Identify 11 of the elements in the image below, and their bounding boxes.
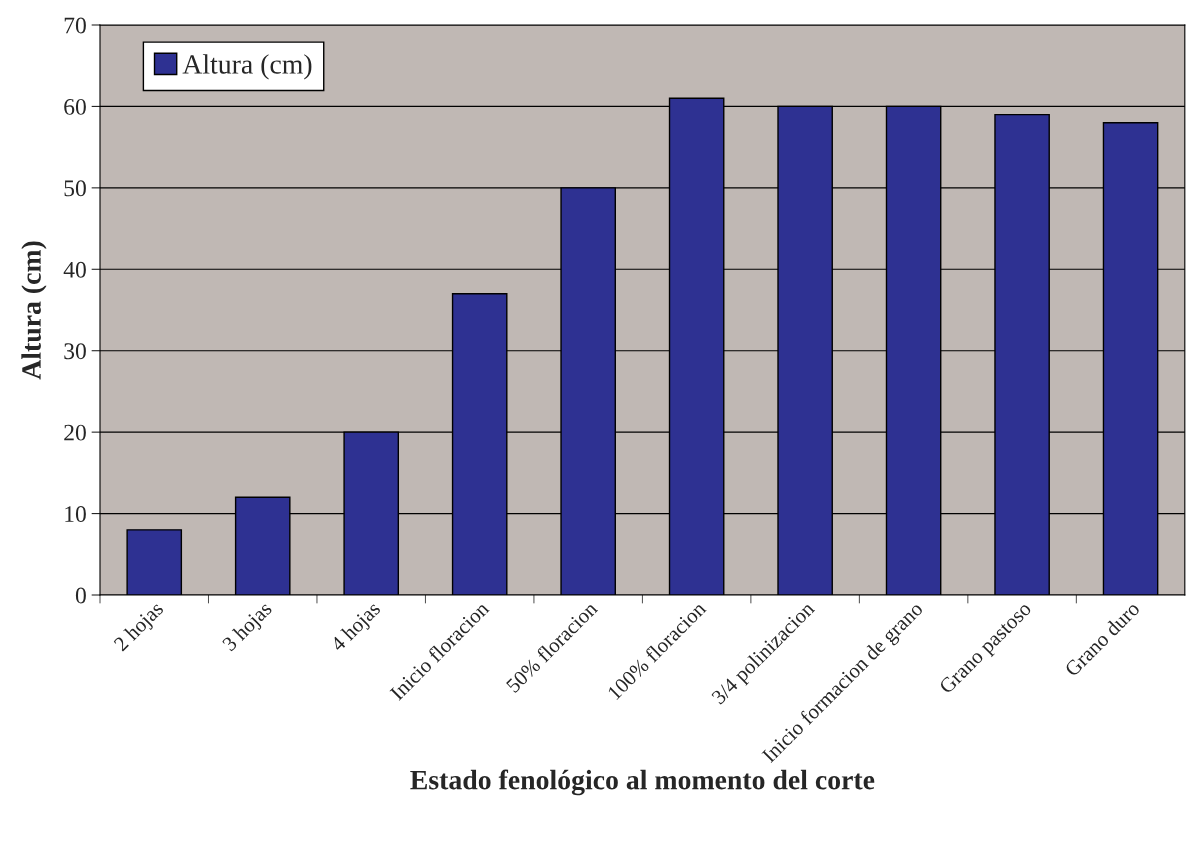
y-tick-label: 30 [64,343,86,360]
legend-label: Altura (cm) [182,54,312,80]
y-axis-title: Altura (cm) [21,241,47,380]
y-tick-label: 10 [65,506,86,522]
y-tick-label: 40 [63,261,86,278]
y-tick-label: 0 [75,587,86,604]
y-tick-label: 20 [64,424,86,441]
x-axis-title: Estado fenológico al momento del corte [410,769,875,796]
y-tick-label: 60 [64,98,86,115]
y-tick-label: 50 [64,180,86,197]
y-tick-label: 70 [64,17,86,34]
